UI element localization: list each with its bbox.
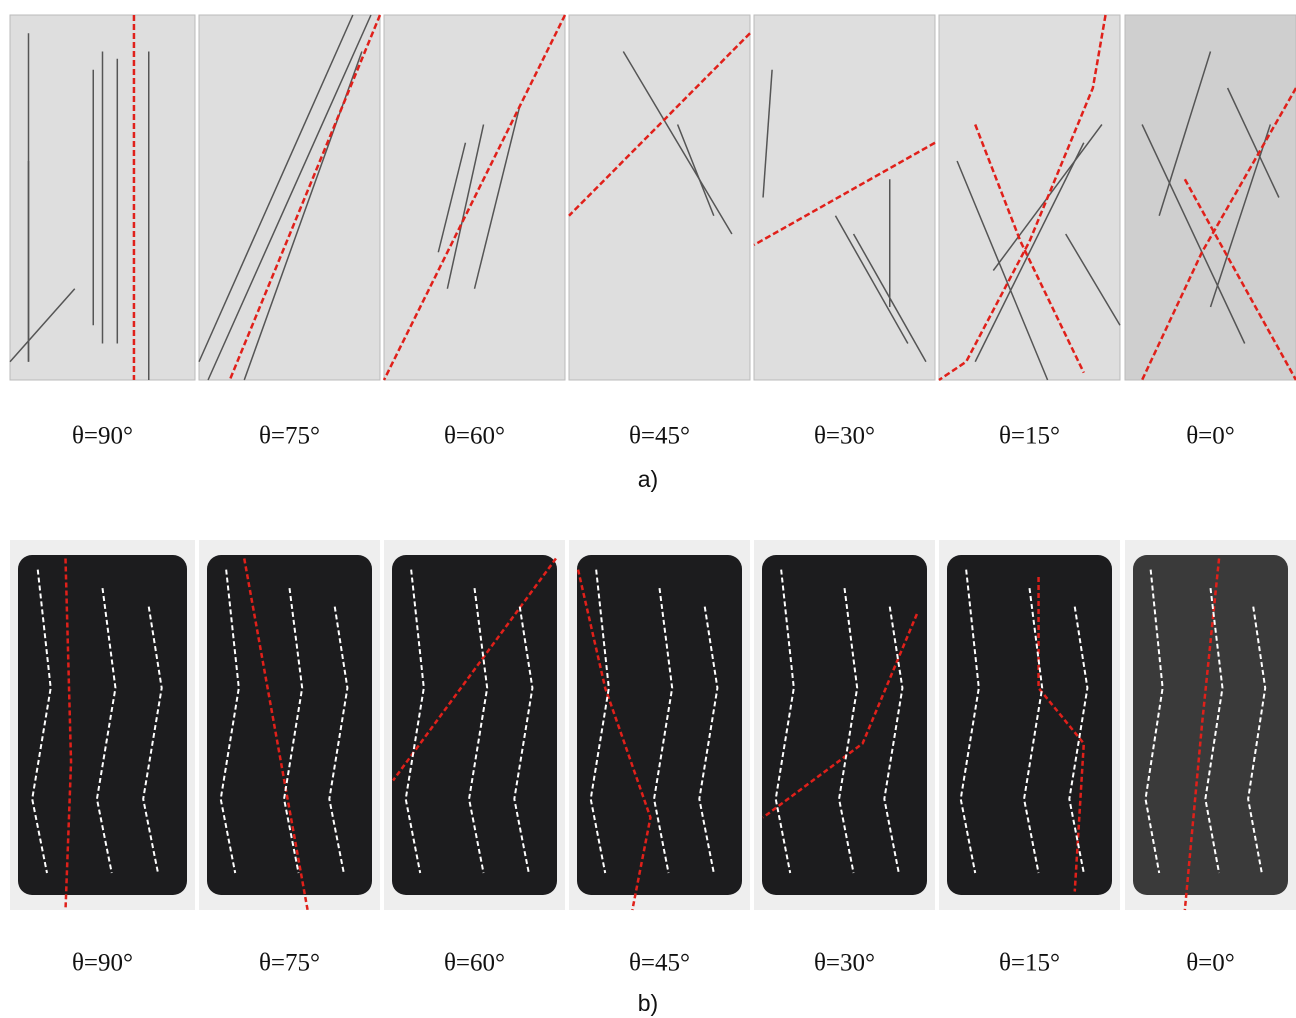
angle-label: θ=60° [444, 423, 505, 450]
angle-label: θ=15° [999, 950, 1060, 977]
figure: a) b) θ=90° θ=90° θ=75° θ=75° θ=60° θ=60° θ=45… [0, 0, 1296, 1018]
specimen [577, 555, 742, 895]
angle-label: θ=90° [72, 423, 133, 450]
angle-label: θ=45° [629, 950, 690, 977]
angle-label: θ=90° [72, 950, 133, 977]
angle-label: θ=75° [259, 423, 320, 450]
simulation-panel [569, 15, 750, 380]
caption: a) [638, 466, 658, 492]
simulation-panel [939, 15, 1120, 380]
specimen [947, 555, 1112, 895]
specimen [762, 555, 927, 895]
angle-label: θ=30° [814, 950, 875, 977]
angle-label: θ=0° [1186, 423, 1235, 450]
angle-label: θ=15° [999, 423, 1060, 450]
angle-label: θ=0° [1186, 950, 1235, 977]
specimen [392, 555, 557, 895]
angle-label: θ=60° [444, 950, 505, 977]
angle-label: θ=45° [629, 423, 690, 450]
angle-label: θ=75° [259, 950, 320, 977]
specimen [207, 555, 372, 895]
caption: b) [638, 990, 658, 1016]
specimen [18, 555, 187, 895]
simulation-panel [1125, 15, 1296, 380]
simulation-panel [754, 15, 935, 380]
angle-label: θ=30° [814, 423, 875, 450]
